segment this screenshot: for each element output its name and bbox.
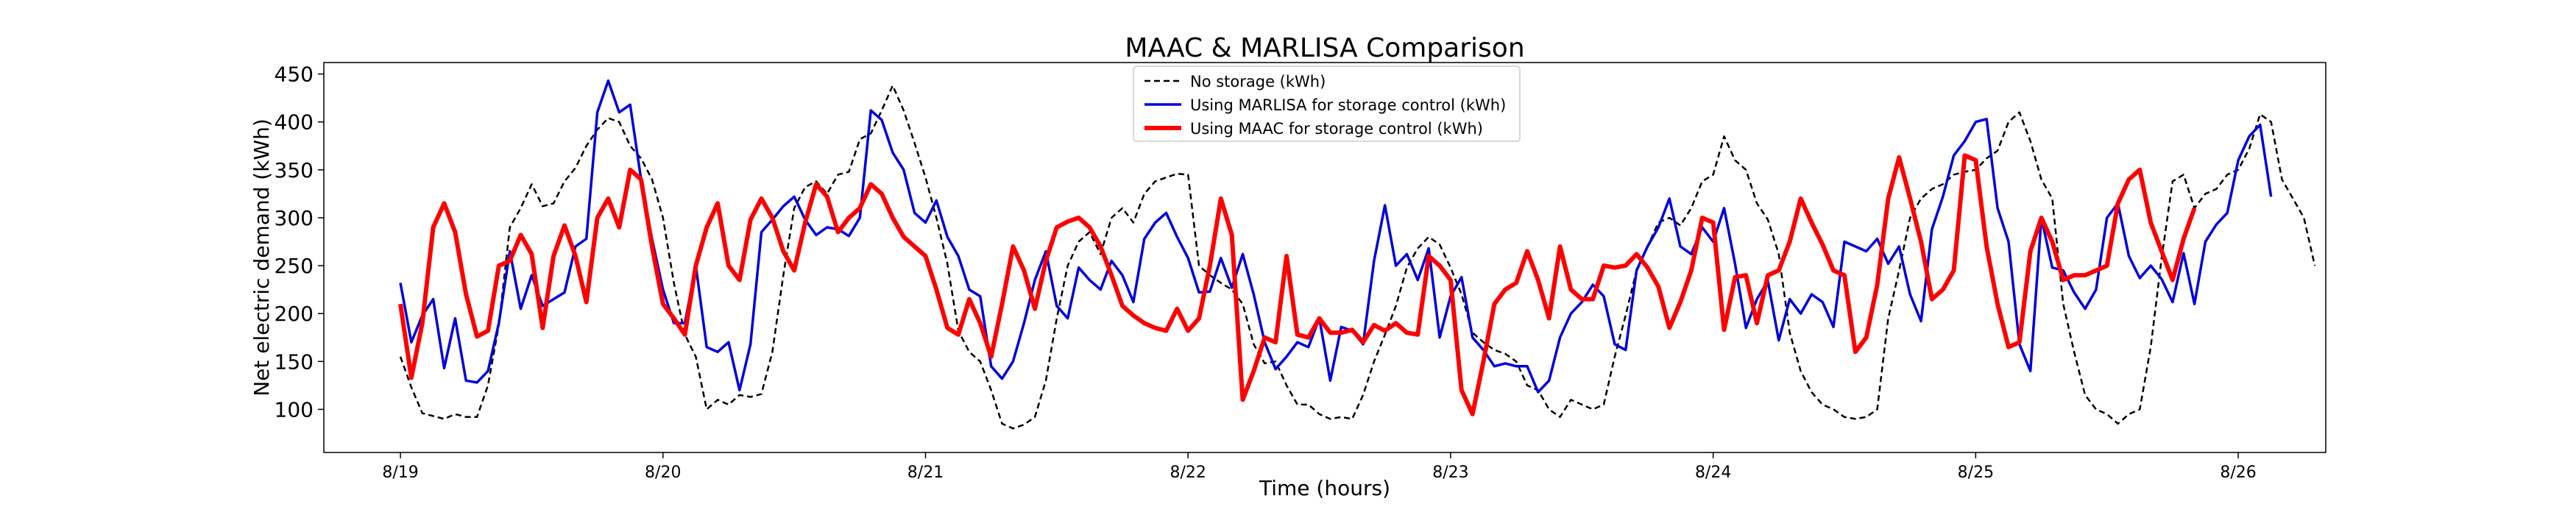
legend: No storage (kWh) Using MARLISA for storag… (1133, 65, 1521, 142)
y-tick-label: 200 (275, 302, 314, 326)
series-line-2 (398, 153, 2197, 416)
x-tick-label: 8/21 (907, 464, 944, 482)
y-tick-label: 400 (275, 110, 314, 135)
y-tick-label: 450 (275, 63, 314, 87)
y-tick-label: 250 (275, 254, 314, 278)
x-tick-label: 8/22 (1170, 464, 1206, 482)
chart-title: MAAC & MARLISA Comparison (1125, 33, 1524, 63)
x-tick-label: 8/25 (1958, 464, 1994, 482)
y-axis-label: Net electric demand (kWh) (250, 118, 274, 397)
series-line-0 (399, 85, 2316, 430)
legend-box (1133, 65, 1521, 142)
legend-label-1: Using MARLISA for storage control (kWh) (1190, 96, 1506, 114)
x-tick-label: 8/23 (1432, 464, 1468, 482)
x-axis: 8/19 8/20 8/21 8/22 8/23 8/24 8/25 8/26 (382, 452, 2257, 482)
y-axis: 100 150 200 250 300 350 400 450 (275, 63, 324, 422)
y-tick-label: 300 (275, 206, 314, 230)
legend-label-2: Using MAAC for storage control (kWh) (1190, 120, 1483, 138)
series-line-1 (399, 79, 2273, 394)
legend-label-0: No storage (kWh) (1190, 73, 1326, 90)
y-tick-label: 100 (275, 397, 314, 422)
x-tick-label: 8/20 (645, 464, 681, 482)
series-layer (398, 79, 2316, 430)
x-tick-label: 8/24 (1695, 464, 1731, 482)
y-tick-label: 350 (275, 158, 314, 182)
x-axis-label: Time (hours) (1259, 476, 1390, 500)
y-tick-label: 150 (275, 349, 314, 374)
x-tick-label: 8/26 (2220, 464, 2256, 482)
x-tick-label: 8/19 (382, 464, 418, 482)
